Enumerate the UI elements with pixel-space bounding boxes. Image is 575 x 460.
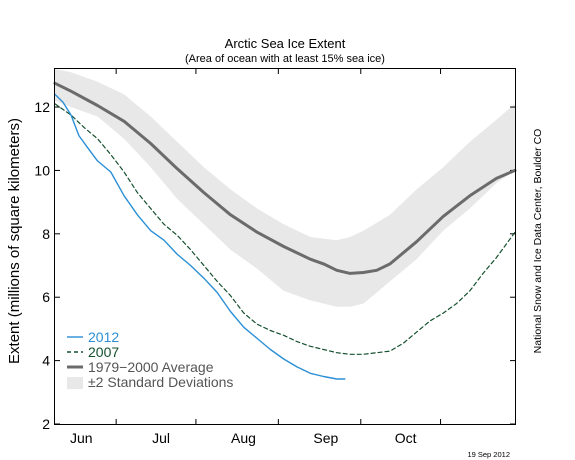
chart-title: Arctic Sea Ice Extent xyxy=(225,36,346,51)
legend-label: 2012 xyxy=(88,329,119,345)
y-tick-label: 10 xyxy=(34,162,50,178)
date-stamp: 19 Sep 2012 xyxy=(467,450,510,459)
series-line-2007 xyxy=(54,103,516,355)
x-tick-label: Jul xyxy=(152,430,170,446)
y-tick-label: 6 xyxy=(42,289,50,305)
x-tick-label: Aug xyxy=(231,430,256,446)
y-tick-label: 2 xyxy=(42,416,50,432)
legend-swatch xyxy=(67,377,83,389)
x-tick-label: Sep xyxy=(313,430,338,446)
x-tick-label: Oct xyxy=(395,430,417,446)
series-line-2012 xyxy=(54,93,346,380)
y-tick-label: 4 xyxy=(42,353,50,369)
plot-frame xyxy=(54,68,516,425)
series-line-1979-2000-average xyxy=(53,81,517,275)
chart-subtitle: (Area of ocean with at least 15% sea ice… xyxy=(185,53,385,65)
legend-label: 1979−2000 Average xyxy=(88,359,214,375)
credit-text: National Snow and Ice Data Center, Bould… xyxy=(532,129,544,354)
y-tick-label: 12 xyxy=(34,99,50,115)
x-tick-label: Jun xyxy=(70,430,93,446)
legend-label: ±2 Standard Deviations xyxy=(88,374,233,390)
y-tick-label: 8 xyxy=(42,226,50,242)
plot-area: 2 4 6 8 10 12 Jun Jul Aug Sep Oct xyxy=(34,69,517,446)
std-dev-band xyxy=(55,69,515,307)
y-axis-label: Extent (millions of square kilometers) xyxy=(6,118,23,364)
legend-label: 2007 xyxy=(88,344,119,360)
